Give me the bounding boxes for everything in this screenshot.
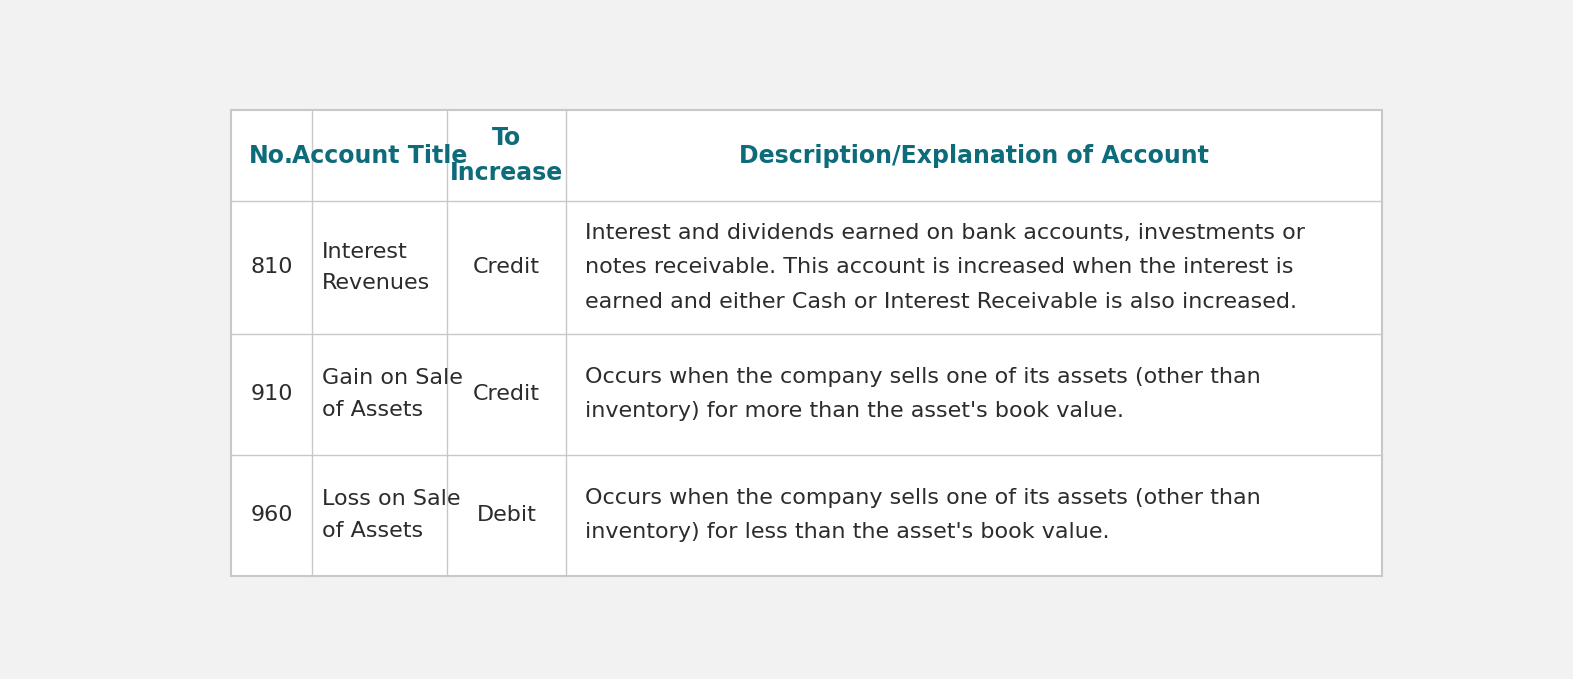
Text: Loss on Sale
of Assets: Loss on Sale of Assets bbox=[322, 490, 461, 540]
Text: Credit: Credit bbox=[473, 257, 540, 277]
Text: Occurs when the company sells one of its assets (other than
inventory) for more : Occurs when the company sells one of its… bbox=[585, 367, 1262, 421]
Text: To
Increase: To Increase bbox=[450, 126, 563, 185]
Text: Gain on Sale
of Assets: Gain on Sale of Assets bbox=[322, 369, 462, 420]
Bar bbox=[231, 110, 1381, 576]
Text: Credit: Credit bbox=[473, 384, 540, 404]
Text: 960: 960 bbox=[250, 505, 293, 525]
Text: Occurs when the company sells one of its assets (other than
inventory) for less : Occurs when the company sells one of its… bbox=[585, 488, 1262, 543]
Text: 810: 810 bbox=[250, 257, 293, 277]
Text: Interest and dividends earned on bank accounts, investments or
notes receivable.: Interest and dividends earned on bank ac… bbox=[585, 223, 1306, 312]
Text: 910: 910 bbox=[250, 384, 293, 404]
Text: Debit: Debit bbox=[477, 505, 536, 525]
Text: No.: No. bbox=[249, 143, 294, 168]
Text: Interest
Revenues: Interest Revenues bbox=[322, 242, 431, 293]
Text: Account Title: Account Title bbox=[293, 143, 467, 168]
Text: Description/Explanation of Account: Description/Explanation of Account bbox=[739, 143, 1208, 168]
